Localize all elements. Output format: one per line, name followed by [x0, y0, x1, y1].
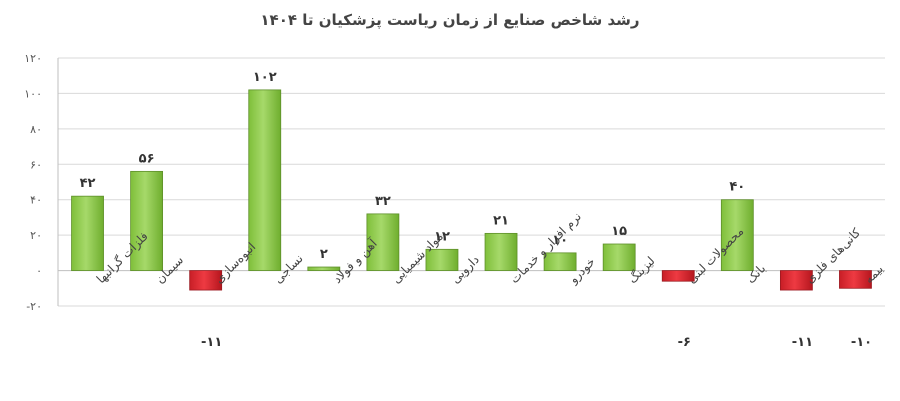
data-label: ۴۰: [729, 180, 745, 195]
bar: [366, 213, 400, 271]
data-label: ۲۱: [493, 213, 509, 228]
data-labels: ۴۲ ۵۶ -۱۱ ۱۰۲ ۲ ۳۲ ۱۲ ۲۱ ۱۰ ۱۵ -۶ ۴۰ -۱۱ -۱۰: [80, 70, 872, 350]
bar: [425, 248, 459, 271]
data-label: ۱۵: [611, 224, 627, 239]
bar: [71, 195, 104, 271]
bar: [484, 232, 518, 271]
data-label: -۶: [678, 335, 691, 350]
data-label: ۴۲: [80, 176, 96, 191]
y-tick-label: -۲۰: [26, 300, 42, 313]
y-tick-label: ۱۰۰: [24, 87, 42, 100]
data-label: -۱۱: [201, 335, 222, 350]
data-label: -۱۱: [792, 335, 813, 350]
bar: [839, 270, 872, 289]
bar: [661, 270, 695, 282]
bars: [71, 89, 872, 291]
bar: [543, 252, 577, 271]
bar: [720, 199, 754, 271]
y-tick-label: ۴۰: [30, 194, 42, 207]
y-tick-label: ۶۰: [30, 158, 42, 171]
bar: [307, 266, 341, 271]
data-label: ۲: [320, 247, 328, 262]
y-tick-label: ۲۰: [30, 229, 42, 242]
data-label: ۵۶: [139, 151, 155, 166]
data-label: ۱۲: [434, 229, 450, 244]
bar: [248, 89, 282, 271]
y-tick-label: ۰: [36, 265, 42, 278]
bar: [779, 270, 813, 291]
data-label: ۱۰: [552, 233, 568, 248]
chart-title: رشد شاخص صنایع از زمان ریاست پزشکیان تا …: [260, 11, 639, 30]
data-label: ۱۰۲: [253, 70, 277, 85]
y-tick-label: ۱۲۰: [24, 52, 42, 65]
bar: [602, 243, 636, 271]
bar: [189, 270, 223, 291]
data-label: ۳۲: [375, 194, 391, 209]
y-axis: -۲۰ ۰ ۲۰ ۴۰ ۶۰ ۸۰ ۱۰۰ ۱۲۰: [24, 52, 42, 313]
y-tick-label: ۸۰: [30, 123, 42, 136]
bar: [130, 170, 164, 271]
data-label: -۱۰: [851, 335, 872, 350]
